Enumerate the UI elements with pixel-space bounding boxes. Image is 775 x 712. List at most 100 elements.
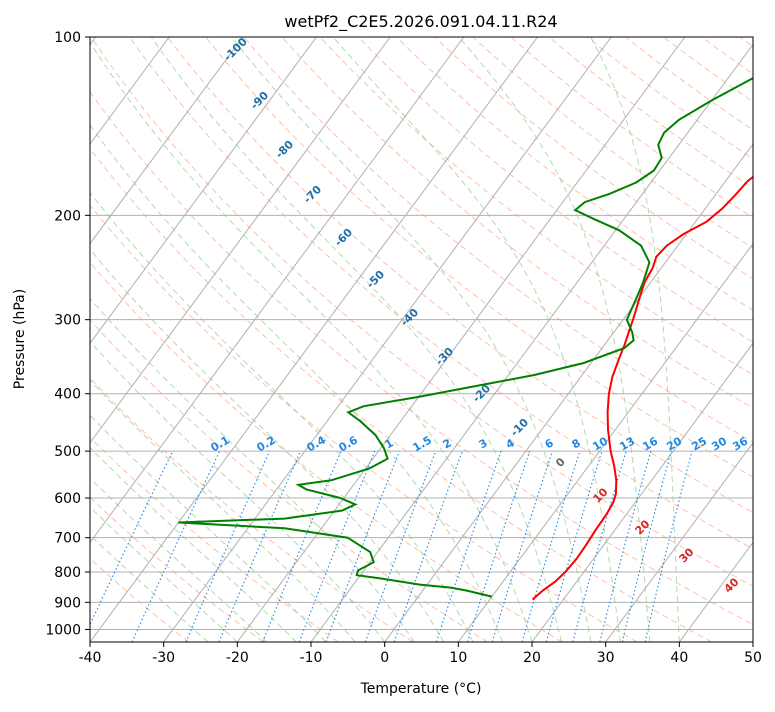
isotherm-line xyxy=(0,37,317,642)
moist-adiabat-line xyxy=(329,32,621,642)
mixing-ratio-line xyxy=(622,451,671,642)
isotherm-label: -70 xyxy=(301,183,324,206)
y-tick-label: 700 xyxy=(54,531,81,547)
dry-adiabat-line xyxy=(0,37,413,642)
moist-adiabat-line xyxy=(31,32,503,642)
isotherm-label: 40 xyxy=(722,575,742,595)
x-tick-label: 0 xyxy=(380,650,389,666)
isotherm-line xyxy=(753,37,775,642)
mixing-ratio-label: 16 xyxy=(640,434,660,453)
mixing-ratio-line xyxy=(468,451,530,642)
dry-adiabat-line xyxy=(396,37,775,642)
isotherm-line xyxy=(164,37,612,642)
isotherm-label: 20 xyxy=(633,517,653,537)
mixing-ratio-label: 8 xyxy=(570,436,583,451)
moist-adiabat-line xyxy=(0,32,267,642)
isotherm-label: -60 xyxy=(332,226,355,249)
isotherm-label: -10 xyxy=(508,416,531,439)
dry-adiabat-line xyxy=(702,37,775,642)
isotherm-label: 30 xyxy=(677,545,697,565)
x-axis-label: Temperature (°C) xyxy=(360,681,482,697)
isotherm-line xyxy=(679,37,775,642)
mixing-ratio-label: 2 xyxy=(441,436,454,451)
mixing-ratio-label: 30 xyxy=(709,434,729,453)
isotherm-line xyxy=(458,37,775,642)
x-tick-label: -20 xyxy=(226,650,249,666)
moist-adiabat-line xyxy=(0,32,208,642)
y-axis-label: Pressure (hPa) xyxy=(12,289,28,389)
moist-adiabat-line xyxy=(0,32,414,642)
mixing-ratio-label: 6 xyxy=(543,436,556,451)
isotherm-label: -30 xyxy=(433,345,456,368)
x-tick-label: -30 xyxy=(152,650,175,666)
y-tick-label: 100 xyxy=(54,30,81,46)
isotherm-label: -50 xyxy=(364,268,387,291)
mixing-ratio-label: 25 xyxy=(689,435,709,454)
mixing-ratio-label: 3 xyxy=(477,436,490,451)
moist-adiabat-line xyxy=(0,32,473,642)
dry-adiabat-line xyxy=(0,37,338,642)
moist-adiabat-line xyxy=(83,32,532,642)
y-tick-label: 400 xyxy=(54,387,81,403)
dry-adiabat-line xyxy=(435,37,775,642)
mixing-ratio-line xyxy=(365,451,435,642)
mixing-ratio-line xyxy=(219,451,300,642)
moist-adiabat-line xyxy=(0,32,296,642)
x-tick-label: 30 xyxy=(597,650,615,666)
mixing-ratio-label: 20 xyxy=(664,434,684,453)
y-tick-label: 300 xyxy=(54,313,81,329)
mixing-ratio-label: 13 xyxy=(617,435,637,454)
y-tick-label: 600 xyxy=(54,491,81,507)
dry-adiabat-line xyxy=(549,37,775,642)
moist-adiabat-line xyxy=(0,32,237,642)
dry-adiabat-line xyxy=(0,37,264,642)
moist-adiabat-line xyxy=(148,32,562,642)
isotherm-line xyxy=(90,37,538,642)
temperature-profile-line xyxy=(533,37,775,600)
isotherm-label: -80 xyxy=(273,138,296,161)
moist-adiabat-line xyxy=(0,32,326,642)
isotherm-line xyxy=(532,37,775,642)
x-tick-label: 20 xyxy=(523,650,541,666)
dry-adiabat-line xyxy=(473,37,775,642)
dry-adiabat-line xyxy=(0,37,488,642)
isotherm-label: -40 xyxy=(398,306,421,329)
plot-frame xyxy=(90,37,753,642)
mixing-ratio-line xyxy=(546,451,602,642)
moist-adiabat-line xyxy=(0,32,444,642)
isotherm-line xyxy=(385,37,775,642)
mixing-ratio-line xyxy=(82,451,173,642)
mixing-ratio-line xyxy=(600,451,651,642)
x-tick-label: 10 xyxy=(449,650,467,666)
mixing-ratio-line xyxy=(394,451,462,642)
isotherm-line xyxy=(237,37,685,642)
dewpoint-profile-line xyxy=(178,37,775,597)
dry-adiabat-line xyxy=(0,37,562,642)
dry-adiabat-line xyxy=(0,37,189,642)
dry-adiabat-line xyxy=(282,37,775,642)
y-tick-label: 500 xyxy=(54,444,81,460)
x-tick-label: 40 xyxy=(670,650,688,666)
mixing-ratio-line xyxy=(573,451,626,642)
dry-adiabat-line xyxy=(740,37,775,642)
dry-adiabat-line xyxy=(15,37,712,642)
y-tick-label: 800 xyxy=(54,565,81,581)
y-tick-label: 200 xyxy=(54,208,81,224)
isotherm-label: 10 xyxy=(591,485,611,505)
dry-adiabat-line xyxy=(0,37,637,642)
x-tick-label: -10 xyxy=(300,650,323,666)
dry-adiabat-line xyxy=(511,37,775,642)
moist-adiabat-line xyxy=(0,32,385,642)
moist-adiabat-line xyxy=(0,32,355,642)
chart-title: wetPf2_C2E5.2026.091.04.11.R24 xyxy=(284,12,557,32)
mixing-ratio-label: 10 xyxy=(590,434,610,453)
y-tick-label: 1000 xyxy=(45,622,81,638)
isotherm-line xyxy=(0,37,243,642)
isotherm-label: 0 xyxy=(553,455,568,470)
isotherm-line xyxy=(0,37,390,642)
mixing-ratio-line xyxy=(186,451,270,642)
x-tick-label: 50 xyxy=(744,650,762,666)
y-tick-label: 900 xyxy=(54,595,81,611)
